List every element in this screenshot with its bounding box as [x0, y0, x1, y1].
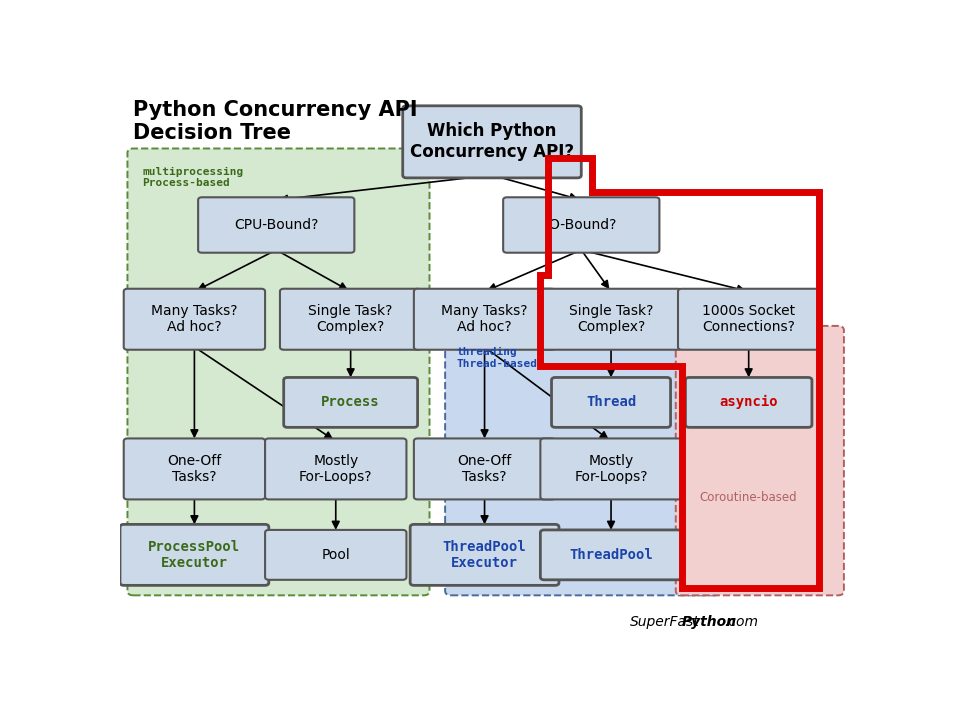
FancyBboxPatch shape [551, 377, 670, 428]
FancyBboxPatch shape [414, 438, 555, 500]
Text: .com: .com [724, 615, 758, 629]
FancyBboxPatch shape [540, 438, 682, 500]
FancyBboxPatch shape [124, 289, 265, 350]
Text: Single Task?
Complex?: Single Task? Complex? [569, 304, 653, 334]
FancyBboxPatch shape [283, 377, 418, 428]
Text: Mostly
For-Loops?: Mostly For-Loops? [574, 454, 648, 484]
Text: Mostly
For-Loops?: Mostly For-Loops? [299, 454, 372, 484]
FancyBboxPatch shape [198, 197, 354, 253]
FancyBboxPatch shape [414, 289, 555, 350]
FancyBboxPatch shape [503, 197, 660, 253]
FancyBboxPatch shape [410, 524, 559, 585]
Text: Process: Process [322, 395, 380, 410]
FancyBboxPatch shape [540, 289, 682, 350]
Text: multiprocessing
Process-based: multiprocessing Process-based [142, 167, 244, 189]
Text: SuperFast: SuperFast [630, 615, 700, 629]
FancyBboxPatch shape [445, 326, 721, 595]
Text: Pool: Pool [322, 548, 350, 562]
Text: 1000s Socket
Connections?: 1000s Socket Connections? [702, 304, 795, 334]
Text: CPU-Bound?: CPU-Bound? [234, 218, 319, 232]
Text: ProcessPool
Executor: ProcessPool Executor [149, 540, 240, 570]
Text: One-Off
Tasks?: One-Off Tasks? [457, 454, 512, 484]
FancyBboxPatch shape [128, 148, 429, 595]
Text: threading
Thread-based: threading Thread-based [456, 347, 538, 369]
FancyBboxPatch shape [678, 289, 820, 350]
Text: Which Python
Concurrency API?: Which Python Concurrency API? [410, 122, 574, 161]
Text: One-Off
Tasks?: One-Off Tasks? [167, 454, 222, 484]
Text: Coroutine-based: Coroutine-based [700, 491, 798, 504]
Text: asyncio: asyncio [719, 395, 778, 410]
FancyBboxPatch shape [280, 289, 421, 350]
FancyBboxPatch shape [403, 106, 581, 178]
Text: ThreadPool
Executor: ThreadPool Executor [443, 540, 526, 570]
FancyBboxPatch shape [540, 530, 682, 580]
Text: Single Task?
Complex?: Single Task? Complex? [308, 304, 393, 334]
Text: IO-Bound?: IO-Bound? [545, 218, 617, 232]
Text: Python Concurrency API
Decision Tree: Python Concurrency API Decision Tree [133, 100, 418, 143]
FancyBboxPatch shape [676, 326, 844, 595]
Text: Python: Python [682, 615, 736, 629]
Text: ThreadPool: ThreadPool [569, 548, 653, 562]
Text: Many Tasks?
Ad hoc?: Many Tasks? Ad hoc? [442, 304, 528, 334]
FancyBboxPatch shape [124, 438, 265, 500]
FancyBboxPatch shape [120, 524, 269, 585]
FancyBboxPatch shape [685, 377, 812, 428]
Text: Many Tasks?
Ad hoc?: Many Tasks? Ad hoc? [151, 304, 238, 334]
Text: Thread: Thread [586, 395, 636, 410]
FancyBboxPatch shape [265, 438, 406, 500]
FancyBboxPatch shape [265, 530, 406, 580]
